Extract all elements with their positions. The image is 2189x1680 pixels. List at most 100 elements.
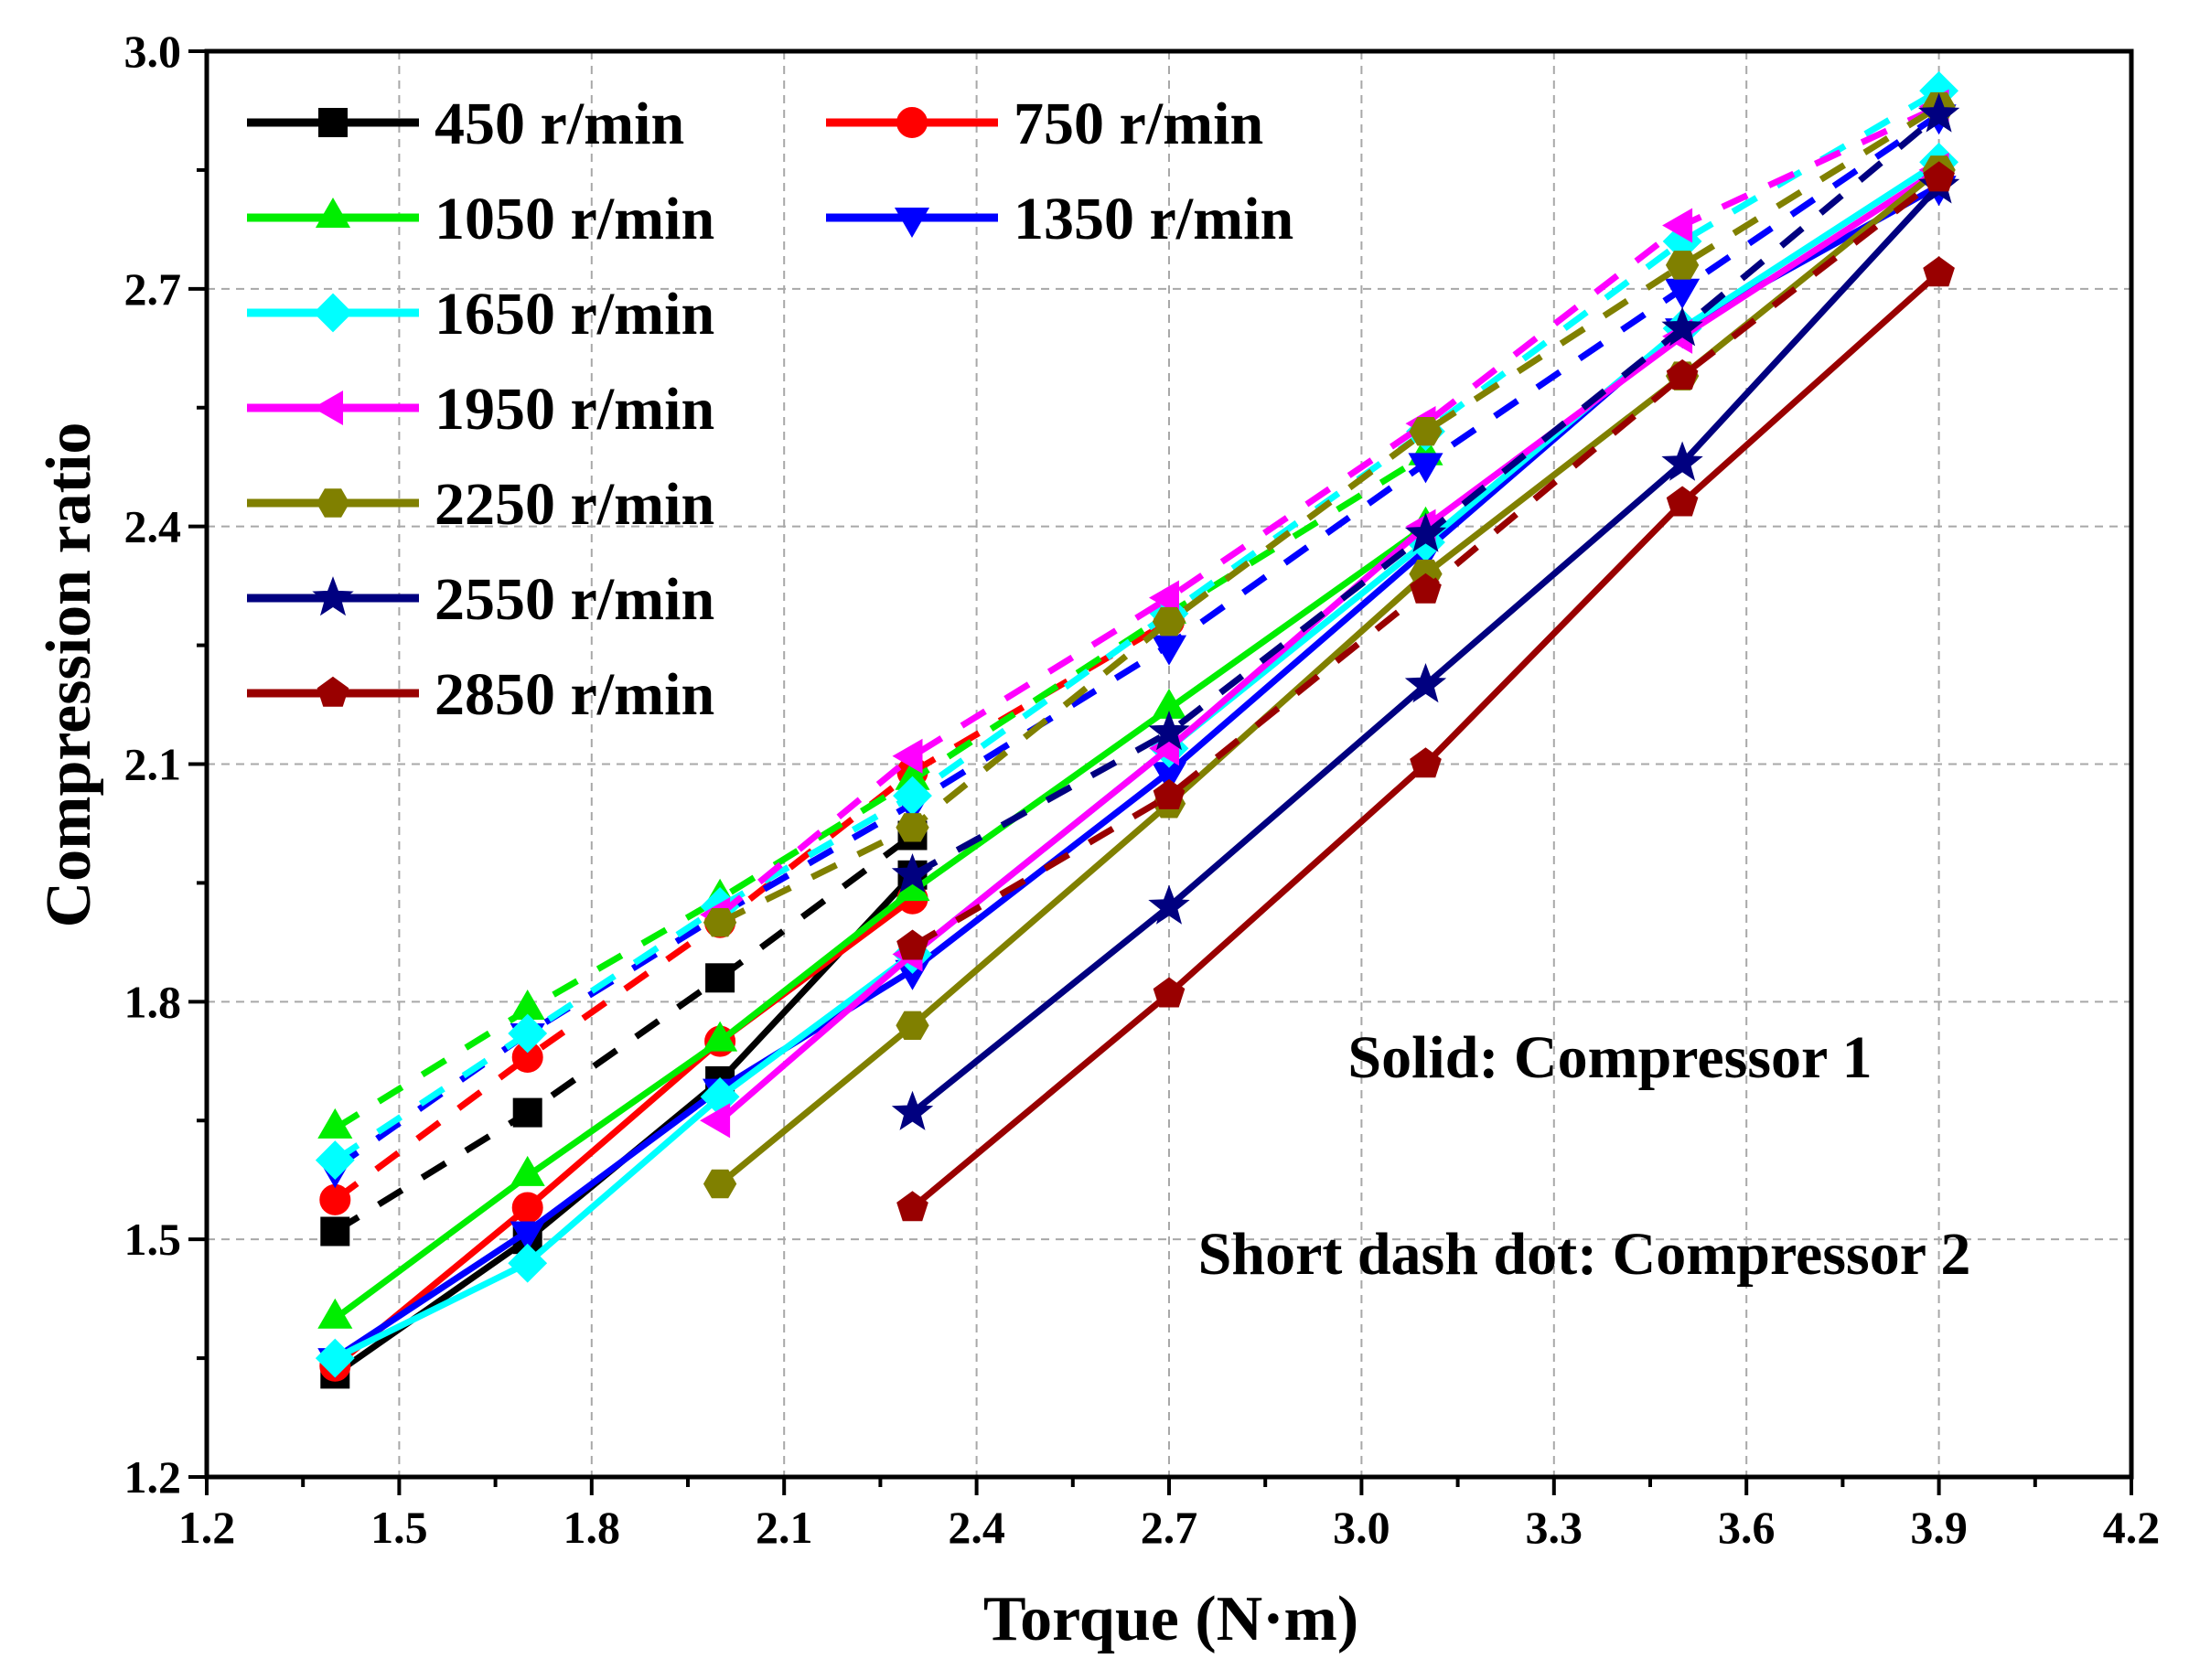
series-line-dashed <box>333 88 1941 1163</box>
y-tick-label: 3.0 <box>124 26 182 77</box>
legend-label: 2550 r/min <box>435 566 714 633</box>
x-axis-title: Torque (N·m) <box>983 1584 1358 1654</box>
y-tick-label: 2.1 <box>124 739 182 790</box>
series-line-dashed <box>718 103 1941 926</box>
x-tick-label: 1.5 <box>370 1502 428 1553</box>
data-point-solid <box>1410 747 1442 778</box>
x-tick-label: 3.9 <box>1910 1502 1968 1553</box>
legend-item: 2550 r/min <box>247 566 714 633</box>
x-tick-label: 2.4 <box>948 1502 1005 1553</box>
legend-item: 1950 r/min <box>247 376 714 443</box>
data-point-dashed <box>896 929 928 960</box>
data-point-solid <box>891 1090 934 1130</box>
data-point-dashed <box>1665 251 1700 280</box>
legend-item: 1650 r/min <box>247 281 714 348</box>
legend-label: 2850 r/min <box>435 661 714 728</box>
data-point-dashed <box>703 907 737 937</box>
data-point-dashed <box>512 1097 542 1128</box>
data-point-dashed <box>1917 92 1960 133</box>
series-2850-r-min <box>896 161 1955 1222</box>
legend-marker <box>312 576 354 616</box>
data-point-solid <box>896 1191 928 1222</box>
data-point-solid <box>508 1243 548 1283</box>
data-point-solid <box>510 1155 545 1186</box>
legend: 450 r/min 750 r/min 1050 r/min 1350 r/min 16… <box>247 91 1293 728</box>
x-tick-label: 3.0 <box>1333 1502 1390 1553</box>
data-point-dashed <box>1148 580 1179 615</box>
grid <box>207 51 2131 1477</box>
series-line-dashed <box>333 452 1428 1131</box>
data-point-dashed <box>1151 635 1187 666</box>
data-point-solid <box>511 1192 543 1224</box>
legend-marker <box>312 390 343 426</box>
legend-marker <box>894 208 930 239</box>
legend-marker <box>896 107 928 138</box>
legend-label: 750 r/min <box>1014 91 1263 157</box>
x-tick-label: 1.8 <box>563 1502 621 1553</box>
legend-label: 1950 r/min <box>435 376 714 443</box>
legend-marker <box>315 197 351 228</box>
data-point-solid <box>703 1021 738 1052</box>
legend-marker <box>318 108 348 137</box>
plot-series <box>315 70 1960 1389</box>
y-tick-label: 1.2 <box>124 1451 182 1503</box>
legend-item: 2250 r/min <box>247 471 714 538</box>
y-axis-title: Compression ratio <box>34 423 104 928</box>
legend-label: 450 r/min <box>435 91 684 157</box>
axis-ticks: 1.2 1.5 1.8 2.1 2.4 2.7 3.0 3.3 3.6 3.9 4.2 1.2 1.5 1… <box>124 26 2161 1553</box>
data-point-dashed <box>1410 572 1442 604</box>
data-point-solid <box>317 1298 353 1329</box>
data-point-dashed <box>1148 711 1190 751</box>
series-line-solid <box>333 523 1428 1322</box>
x-tick-label: 3.6 <box>1718 1502 1776 1553</box>
data-point-solid <box>510 1221 545 1252</box>
data-point-solid <box>1923 256 1955 287</box>
legend-label: 2250 r/min <box>435 471 714 538</box>
legend-item: 1050 r/min <box>247 186 714 252</box>
data-point-dashed <box>892 738 923 774</box>
legend-item: 450 r/min <box>247 91 684 157</box>
y-tick-label: 1.8 <box>124 976 182 1027</box>
data-point-dashed <box>1409 416 1443 446</box>
data-point-dashed <box>891 852 934 894</box>
series-line-solid <box>910 183 1942 1116</box>
annotation-solid: Solid: Compressor 1 <box>1347 1024 1872 1091</box>
x-tick-label: 1.2 <box>178 1502 236 1553</box>
data-point-dashed <box>705 963 735 993</box>
data-point-solid <box>1661 441 1703 481</box>
x-tick-label: 4.2 <box>2103 1502 2161 1553</box>
data-point-dashed <box>1662 208 1693 243</box>
legend-marker <box>313 293 353 333</box>
legend-item: 1350 r/min <box>826 186 1293 252</box>
data-point-solid <box>1404 663 1447 703</box>
data-point-solid <box>315 1338 355 1378</box>
data-point-dashed <box>508 1013 548 1054</box>
data-point-solid <box>1666 486 1699 517</box>
series-line-dashed <box>717 103 1941 917</box>
legend-label: 1050 r/min <box>435 186 714 252</box>
data-point-dashed <box>315 1140 355 1181</box>
data-point-solid <box>896 1011 929 1041</box>
data-point-solid <box>1148 884 1190 925</box>
data-point-dashed <box>1408 453 1443 484</box>
series-1950-r-min <box>700 89 1949 1139</box>
series-line-solid <box>717 166 1941 1123</box>
y-tick-label: 1.5 <box>124 1214 182 1265</box>
legend-label: 1650 r/min <box>435 281 714 348</box>
series-line-dashed <box>333 832 915 1235</box>
data-point-dashed <box>896 813 929 842</box>
legend-item: 2850 r/min <box>247 661 714 728</box>
data-point-dashed <box>1152 606 1186 637</box>
series-2550-r-min <box>891 92 1960 1130</box>
data-point-dashed <box>317 1108 353 1139</box>
legend-label: 1350 r/min <box>1014 186 1293 252</box>
y-tick-label: 2.7 <box>124 263 182 315</box>
x-tick-label: 2.1 <box>756 1502 813 1553</box>
legend-marker <box>316 488 350 518</box>
data-point-dashed <box>1666 358 1699 390</box>
legend-item: 750 r/min <box>826 91 1263 157</box>
data-point-dashed <box>319 1183 351 1215</box>
annotation-dashed: Short dash dot: Compressor 2 <box>1198 1221 1971 1288</box>
data-point-solid <box>700 1103 731 1139</box>
